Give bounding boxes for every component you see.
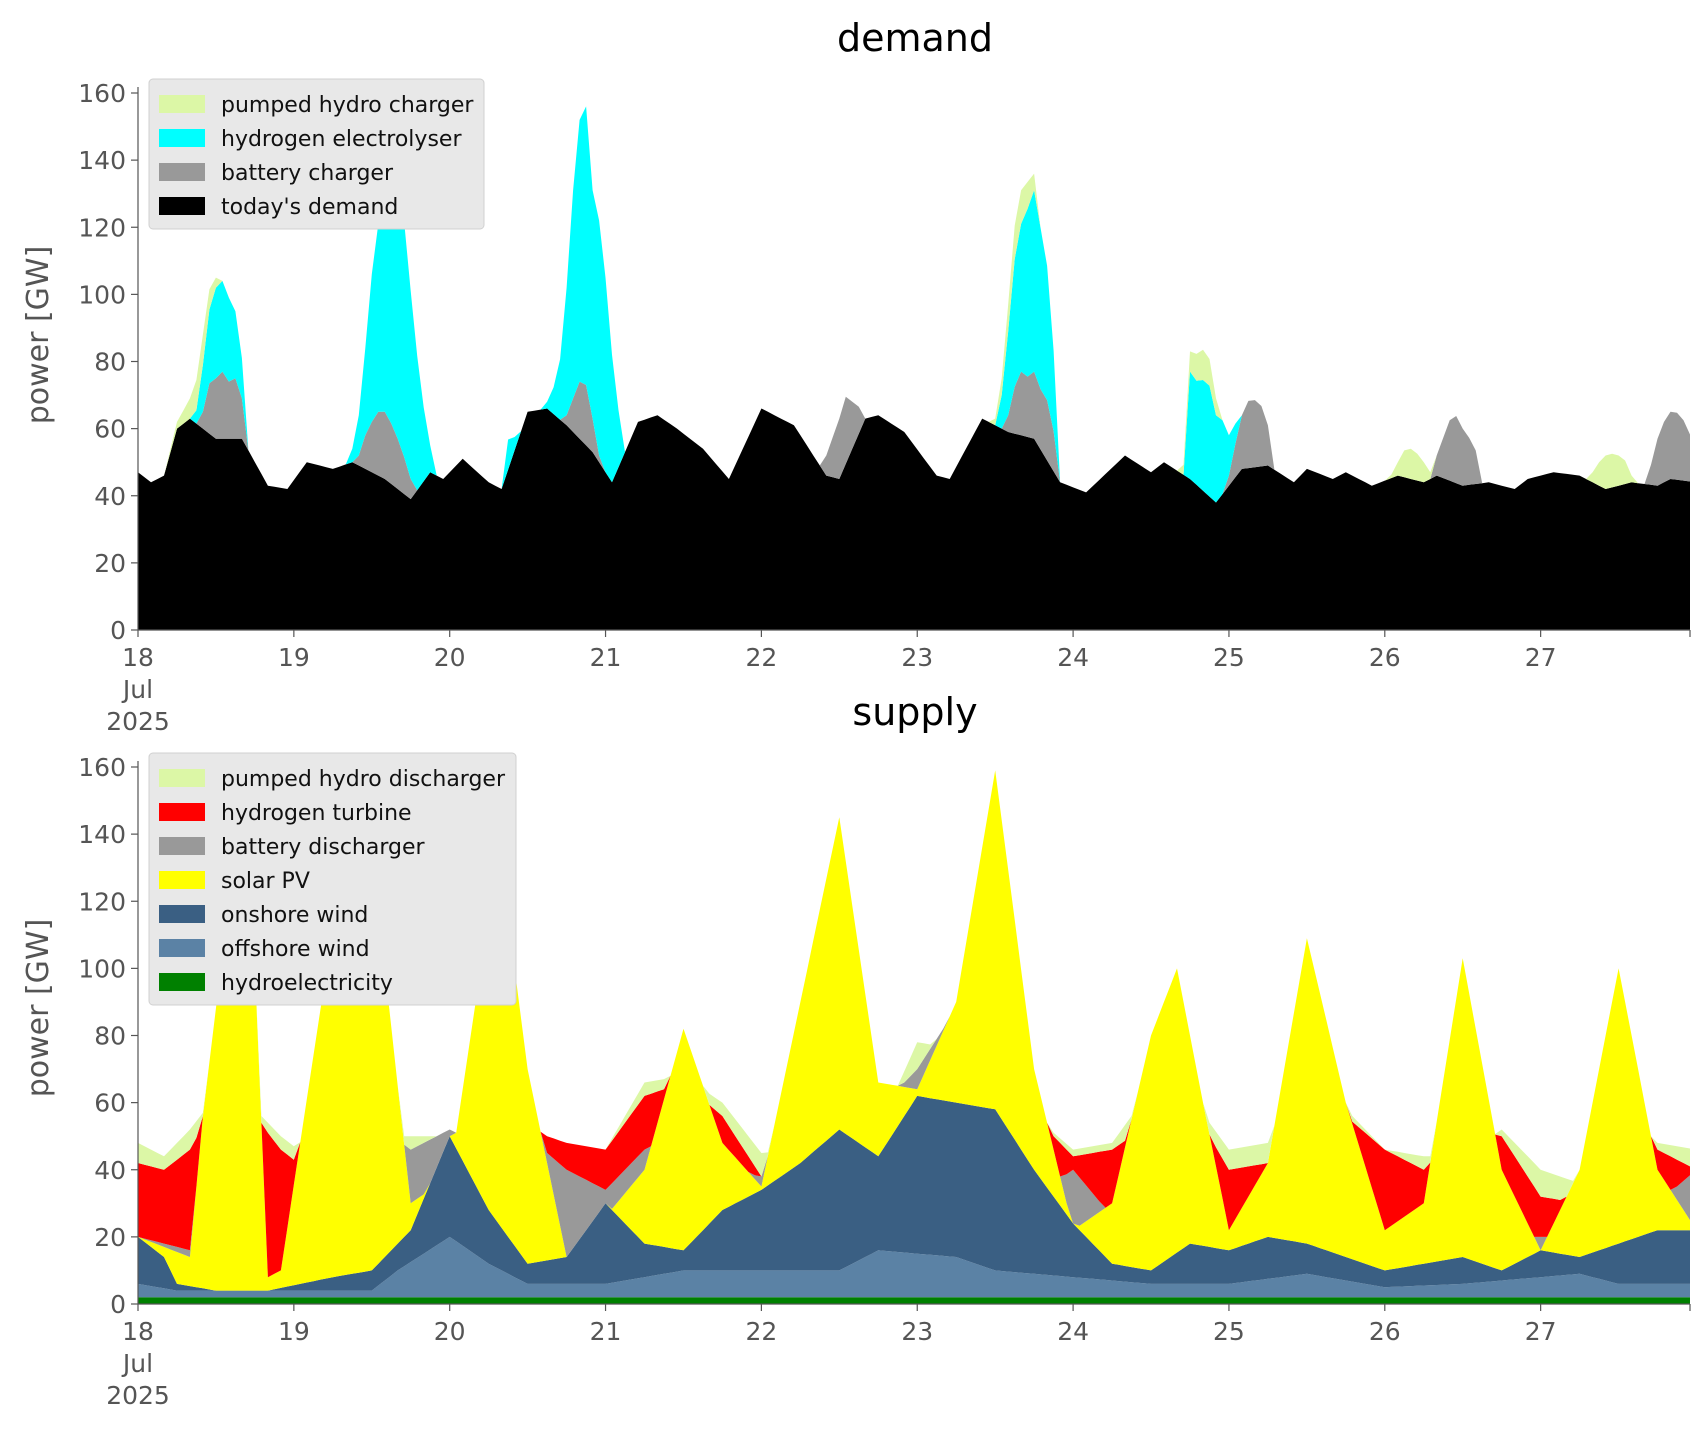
x-tick-label: 18 — [122, 1317, 154, 1346]
demand-legend: pumped hydro charger hydrogen electrolyse… — [148, 78, 485, 230]
x-tick-label: 27 — [1525, 643, 1557, 672]
y-tick-label: 40 — [94, 1156, 126, 1185]
x-tick-label: 2025 — [106, 1381, 170, 1410]
y-tick-label: 140 — [78, 146, 126, 175]
y-tick-label: 120 — [78, 887, 126, 916]
legend-label: battery discharger — [221, 835, 426, 860]
area-hydroelectricity — [138, 1297, 1690, 1304]
demand-chart-title: demand — [837, 16, 993, 60]
area-pumped-hydro-discharger — [138, 770, 1690, 1200]
legend-swatch — [159, 163, 205, 181]
x-tick-label: 24 — [1057, 1317, 1089, 1346]
legend-swatch — [159, 197, 205, 215]
supply-axes: 0 20 40 60 80 100 120 140 160 18 Jul 2025 19 20 21 22 23… — [78, 753, 1691, 1410]
x-tick-label: 22 — [745, 643, 777, 672]
x-tick-label: 18 — [122, 643, 154, 672]
supply-chart-title: supply — [852, 690, 977, 734]
x-tick-label: 27 — [1525, 1317, 1557, 1346]
x-tick-label: 21 — [590, 643, 622, 672]
legend-box — [148, 78, 485, 230]
legend-swatch — [159, 871, 205, 889]
y-tick-label: 140 — [78, 820, 126, 849]
demand-area-series — [138, 106, 1690, 630]
legend-swatch — [159, 973, 205, 991]
y-tick-label: 0 — [110, 1290, 126, 1319]
legend-swatch — [159, 837, 205, 855]
y-tick-label: 40 — [94, 482, 126, 511]
legend-swatch — [159, 939, 205, 957]
legend-box — [148, 752, 517, 1006]
legend-label: hydroelectricity — [221, 971, 393, 996]
x-tick-label: 23 — [901, 1317, 933, 1346]
legend-label: pumped hydro discharger — [221, 767, 506, 792]
y-tick-label: 160 — [78, 79, 126, 108]
legend-swatch — [159, 129, 205, 147]
legend-swatch — [159, 769, 205, 787]
x-tick-label: 24 — [1057, 643, 1089, 672]
y-tick-label: 60 — [94, 1089, 126, 1118]
legend-label: onshore wind — [221, 903, 368, 928]
x-tick-label: 19 — [278, 1317, 310, 1346]
x-tick-label: 22 — [745, 1317, 777, 1346]
legend-label: pumped hydro charger — [221, 93, 474, 118]
y-tick-label: 80 — [94, 348, 126, 377]
legend-label: offshore wind — [221, 937, 370, 962]
x-tick-label: 21 — [590, 1317, 622, 1346]
area-hydrogen-turbine — [138, 770, 1690, 1278]
y-tick-label: 100 — [78, 954, 126, 983]
x-tick-label: 26 — [1369, 1317, 1401, 1346]
x-tick-label: 2025 — [106, 707, 170, 736]
x-tick-label: 26 — [1369, 643, 1401, 672]
x-tick-label: 19 — [278, 643, 310, 672]
area-onshore-wind — [138, 1095, 1690, 1291]
y-tick-label: 100 — [78, 280, 126, 309]
y-tick-label: 160 — [78, 753, 126, 782]
x-tick-label: 25 — [1213, 1317, 1245, 1346]
y-tick-label: 60 — [94, 415, 126, 444]
x-tick-label: 25 — [1213, 643, 1245, 672]
area-solar-pv — [138, 770, 1690, 1291]
x-tick-label: Jul — [121, 1349, 153, 1378]
legend-swatch — [159, 95, 205, 113]
area-today-s-demand — [138, 408, 1690, 630]
y-tick-label: 80 — [94, 1022, 126, 1051]
demand-y-axis-label: power [GW] — [21, 246, 56, 425]
y-tick-label: 20 — [94, 549, 126, 578]
x-tick-label: 20 — [434, 1317, 466, 1346]
supply-area-series — [138, 770, 1690, 1304]
legend-label: solar PV — [221, 869, 310, 894]
y-tick-label: 120 — [78, 213, 126, 242]
supply-legend: pumped hydro discharger hydrogen turbine b… — [148, 752, 517, 1006]
legend-label: hydrogen turbine — [221, 801, 412, 826]
supply-y-axis-label: power [GW] — [21, 919, 56, 1098]
x-tick-label: Jul — [121, 675, 153, 704]
area-offshore-wind — [138, 1236, 1690, 1298]
y-tick-label: 20 — [94, 1223, 126, 1252]
legend-swatch — [159, 905, 205, 923]
x-tick-label: 20 — [434, 643, 466, 672]
y-tick-label: 0 — [110, 616, 126, 645]
legend-swatch — [159, 803, 205, 821]
legend-label: hydrogen electrolyser — [221, 127, 462, 152]
demand-axes: 0 20 40 60 80 100 120 140 160 18 Jul 2025 19 20 21 22 23… — [78, 79, 1691, 736]
x-tick-label: 23 — [901, 643, 933, 672]
legend-label: today's demand — [221, 195, 398, 220]
legend-label: battery charger — [221, 161, 394, 186]
